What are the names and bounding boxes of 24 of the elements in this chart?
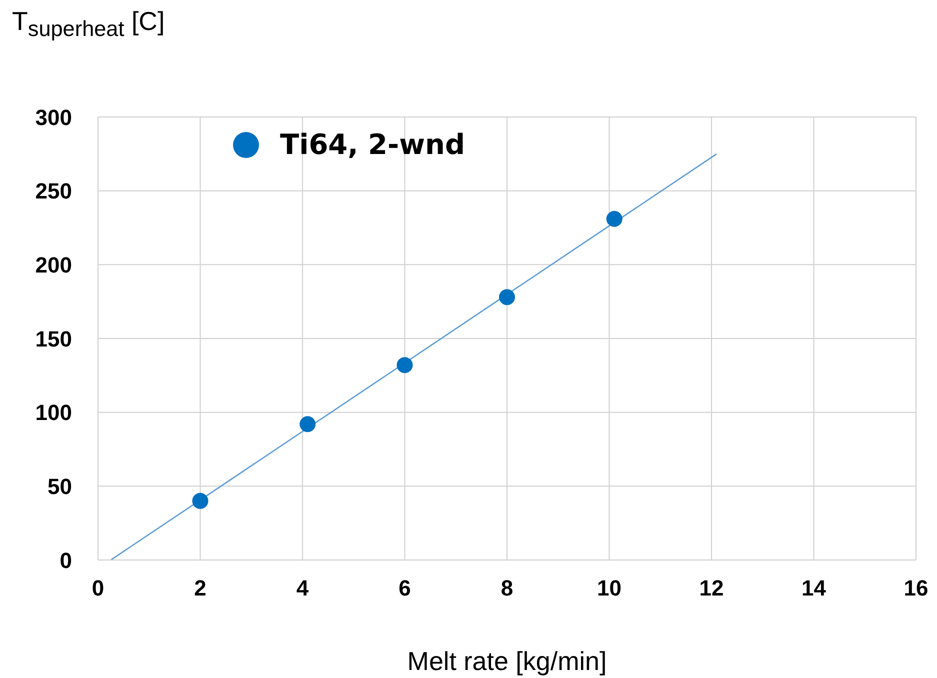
y-tick-label: 300 (35, 104, 72, 130)
x-tick-label: 14 (802, 576, 827, 601)
x-tick-label: 12 (699, 576, 724, 601)
point (396, 357, 413, 374)
point (606, 210, 622, 227)
y-tick-label: 250 (35, 178, 72, 204)
x-axis-title: Melt rate [kg/min] (407, 646, 607, 676)
y-tick-label: 200 (35, 252, 72, 278)
legend-label: Ti64, 2-wnd (280, 128, 465, 161)
y-axis-title: T$_{superheat}$ [C] (12, 6, 165, 42)
x-tick-label: 6 (398, 576, 411, 601)
point (499, 289, 515, 306)
x-tick-label: 16 (904, 576, 928, 601)
point (300, 416, 316, 432)
x-tick-label: 8 (500, 576, 514, 601)
x-tick-label: 10 (597, 576, 622, 601)
x-tick-label: 2 (194, 576, 206, 601)
x-tick-label: 0 (92, 576, 104, 601)
x-tick-label: 4 (296, 576, 310, 601)
y-tick-label: 150 (35, 326, 72, 352)
y-tick-label: 100 (35, 400, 72, 426)
y-tick-label: 0 (60, 548, 72, 573)
y-tick-label: 50 (48, 474, 72, 499)
point (192, 492, 208, 509)
